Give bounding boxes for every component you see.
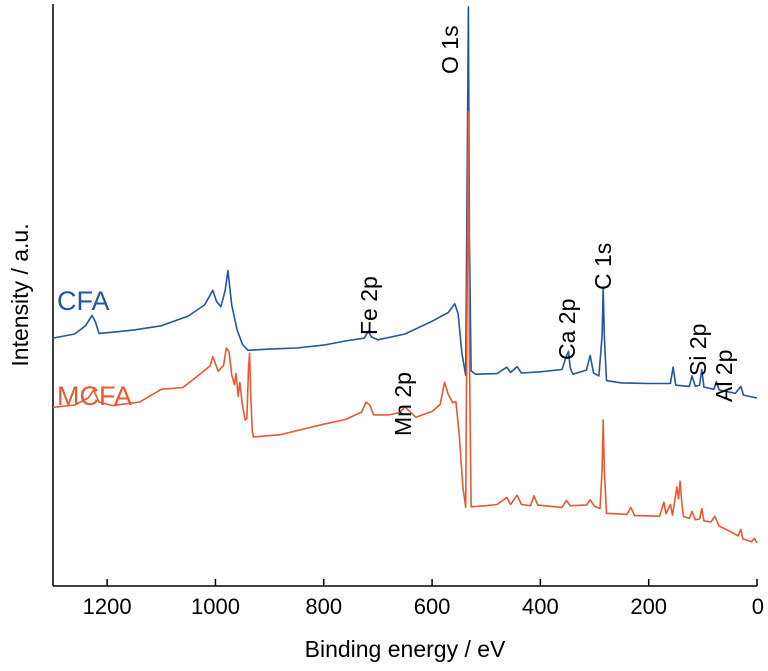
x-tick-label: 0 (752, 594, 764, 619)
series-line-mcfa (52, 110, 758, 544)
peak-label-fe-2p: Fe 2p (356, 276, 382, 335)
peak-label-al-2p: Al 2p (711, 350, 737, 402)
series-label-mcfa: MCFA (57, 381, 132, 411)
x-tick-label: 800 (305, 594, 342, 619)
x-axis-title: Binding energy / eV (305, 636, 506, 662)
x-tick-label: 1200 (83, 594, 132, 619)
x-tick-label: 600 (414, 594, 451, 619)
annotations: O 1s Fe 2p Mn 2p Ca 2p C 1s Si 2p Al 2p (356, 25, 737, 436)
y-axis-title: Intensity / a.u. (7, 223, 33, 366)
plot-frame (52, 4, 757, 587)
x-ticks: 1200 1000 800 600 400 200 0 (83, 579, 764, 619)
peak-label-ca-2p: Ca 2p (554, 299, 580, 360)
series-line-cfa (52, 6, 758, 399)
x-tick-label: 400 (522, 594, 559, 619)
peak-label-mn-2p: Mn 2p (390, 372, 416, 436)
peak-label-o-1s: O 1s (437, 25, 463, 74)
series-label-cfa: CFA (57, 286, 110, 316)
peak-label-c-1s: C 1s (590, 243, 616, 290)
curves: CFA MCFA (52, 6, 758, 544)
x-tick-label: 1000 (191, 594, 240, 619)
peak-label-si-2p: Si 2p (685, 324, 711, 376)
x-tick-label: 200 (630, 594, 667, 619)
